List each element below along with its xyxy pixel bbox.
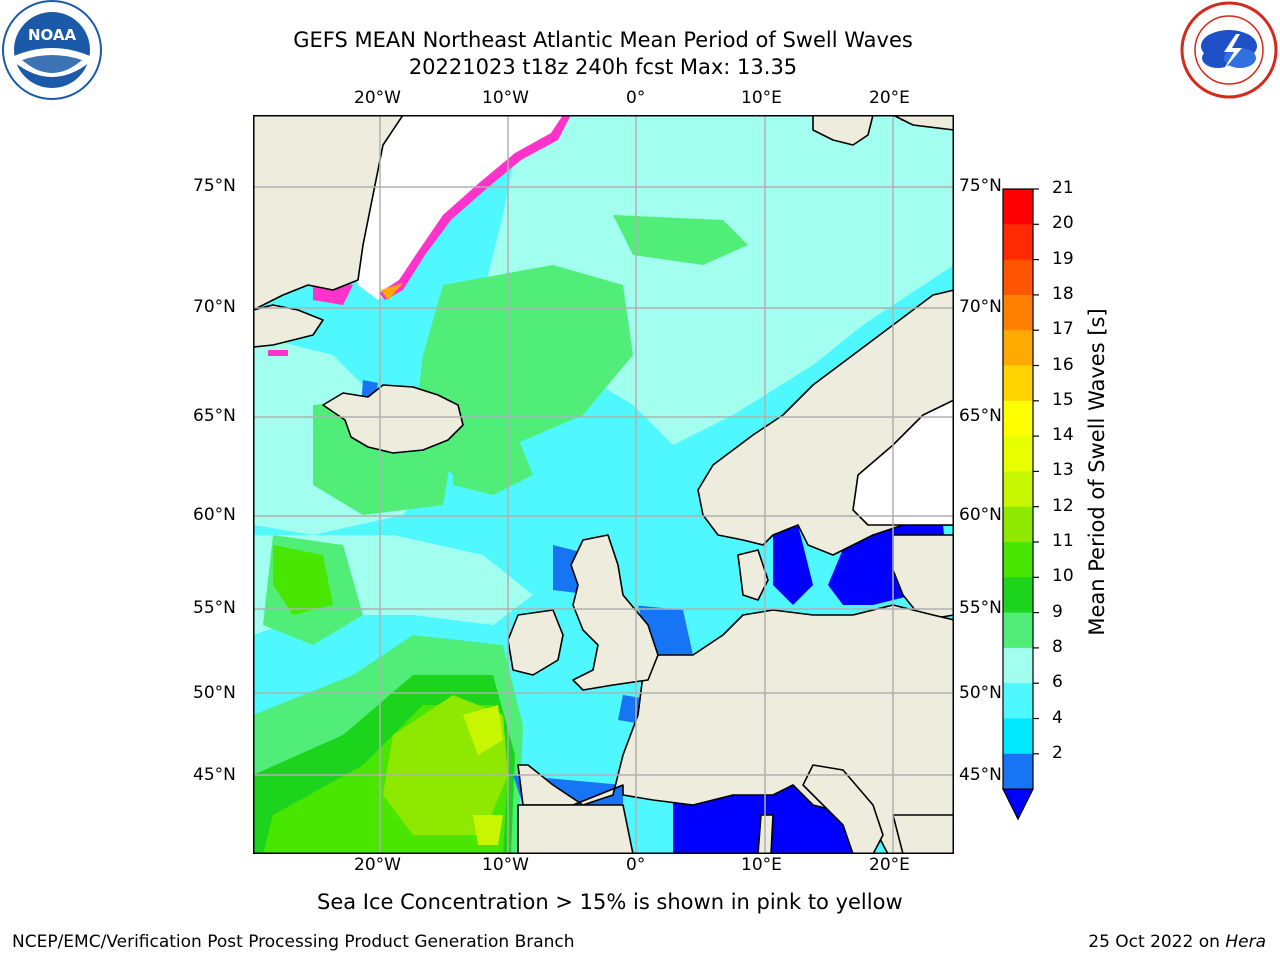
lat-label-right: 75°N [959,176,1002,196]
colorbar-segment [1003,330,1033,366]
land-ireland [507,609,564,676]
colorbar-tick-label: 17 [1052,319,1074,340]
land-iberia [517,804,634,854]
colorbar-tick-label: 8 [1052,636,1063,657]
colorbar-segment [1003,365,1033,402]
colorbar-segment [1003,577,1033,614]
colorbar-segment [1003,612,1033,649]
colorbar-under-arrow [1002,788,1034,821]
colorbar-tick-label: 2 [1052,742,1063,763]
footer-date-text: 25 Oct 2022 on [1088,932,1226,952]
map-frame [253,115,954,854]
colorbar-segment [1003,224,1033,261]
land-iceland [322,384,464,454]
lat-label-left: 50°N [193,683,236,703]
colorbar-tick-label: 14 [1052,425,1074,446]
noaa-logo-text: NOAA [28,26,77,44]
landmasses [253,115,954,854]
lat-label-left: 55°N [193,598,236,618]
colorbar-tick-label: 16 [1052,354,1074,375]
colorbar-tick-label: 15 [1052,389,1074,410]
lat-label-left: 45°N [193,765,236,785]
colorbar [1002,188,1039,821]
land-greenland [253,115,404,311]
footer-host: Hera [1225,932,1266,952]
colorbar-tick-label: 19 [1052,248,1074,269]
lat-label-left: 65°N [193,406,236,426]
colorbar-tick-label: 4 [1052,707,1063,728]
nws-logo [1180,1,1278,99]
lon-label-top: 0° [626,88,646,108]
colorbar-label: Mean Period of Swell Waves [s] [1085,308,1109,636]
lat-label-left: 75°N [193,176,236,196]
colorbar-segment [1003,189,1033,225]
land-svalbard [812,115,874,146]
lon-label-top: 10°W [482,88,529,108]
colorbar-segment [1003,683,1033,719]
footer-date: 25 Oct 2022 on Hera [1088,932,1266,952]
colorbar-segment [1003,718,1033,755]
chart-subtitle: 20221023 t18z 240h fcst Max: 13.35 [408,55,798,79]
colorbar-segment [1003,506,1033,543]
lon-label-bottom: 0° [626,855,646,875]
colorbar-tick-label: 10 [1052,566,1074,587]
chart-title: GEFS MEAN Northeast Atlantic Mean Period… [293,28,913,52]
colorbar-segment [1003,436,1033,472]
lat-label-left: 60°N [193,505,236,525]
colorbar-tick-label: 20 [1052,213,1074,234]
lat-label-right: 55°N [959,598,1002,618]
land-italy [802,764,884,854]
colorbar-frame [1002,188,1034,790]
gridlines [253,115,954,854]
noaa-logo: NOAA [2,0,102,100]
lat-label-right: 60°N [959,505,1002,525]
lon-label-top: 20°E [869,88,910,108]
lon-label-top: 20°W [354,88,401,108]
lon-label-bottom: 10°W [482,855,529,875]
colorbar-tick-label: 21 [1052,178,1074,198]
colorbar-tick-label: 11 [1052,531,1074,551]
lat-label-right: 45°N [959,765,1002,785]
lon-label-bottom: 20°W [354,855,401,875]
lon-label-bottom: 10°E [741,855,782,875]
footer-credit: NCEP/EMC/Verification Post Processing Pr… [12,932,575,952]
lat-label-left: 70°N [193,297,236,317]
colorbar-segment [1003,400,1033,437]
colorbar-segment [1003,471,1033,508]
lat-label-right: 65°N [959,406,1002,426]
colorbar-segment [1003,294,1033,331]
colorbar-tick-label: 9 [1052,601,1063,622]
colorbar-tick-label: 13 [1052,460,1074,481]
colorbar-tick-label: 12 [1052,495,1074,516]
lat-label-right: 50°N [959,683,1002,703]
sea-ice-caption: Sea Ice Concentration > 15% is shown in … [317,890,903,914]
colorbar-segment [1003,542,1033,578]
land-denmark [737,549,769,601]
map-panel [253,115,954,854]
lon-label-top: 10°E [741,88,782,108]
colorbar-tick-label: 6 [1052,672,1063,693]
colorbar-tick-label: 18 [1052,283,1074,304]
lat-label-right: 70°N [959,297,1002,317]
colorbar-segment [1003,753,1033,790]
colorbar-segment [1003,647,1033,684]
lon-label-bottom: 20°E [869,855,910,875]
colorbar-segment [1003,259,1033,296]
